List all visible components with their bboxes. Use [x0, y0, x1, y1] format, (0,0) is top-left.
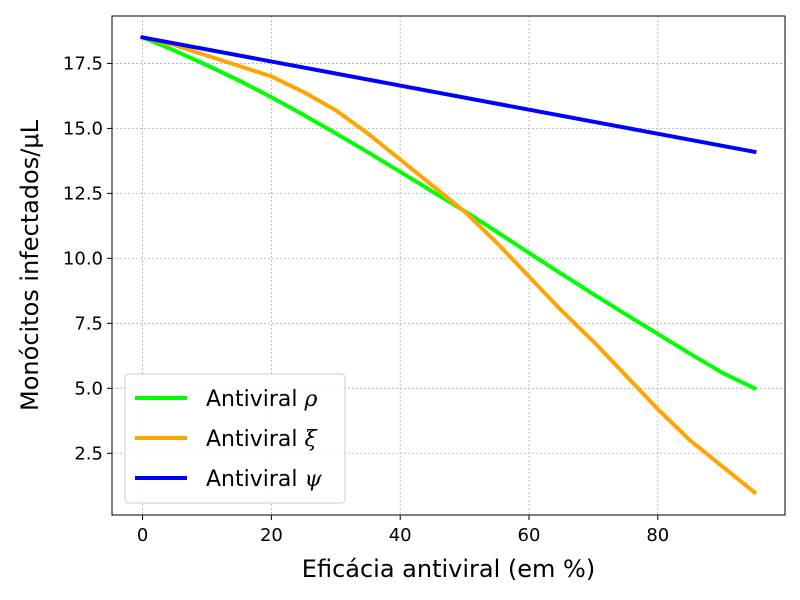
grid	[112, 16, 785, 515]
y-axis-title: Monócitos infectados/μL	[16, 119, 44, 411]
y-tick-label: 12.5	[63, 183, 103, 204]
x-tick-label: 20	[260, 525, 283, 546]
y-tick-label: 7.5	[74, 313, 103, 334]
y-tick-label: 17.5	[63, 53, 103, 74]
plot-frame	[111, 15, 786, 516]
x-tick-label: 40	[389, 525, 412, 546]
legend-box	[124, 373, 346, 504]
y-axis-ticks: 2.5 5.0 7.5 10.0 12.5 15.0 17.5	[63, 53, 112, 464]
x-tick-label: 60	[518, 525, 541, 546]
y-tick-label: 2.5	[74, 443, 103, 464]
series-line-3	[140, 35, 757, 155]
x-axis-title: Eficácia antiviral (em %)	[302, 555, 595, 583]
y-tick-label: 15.0	[63, 118, 103, 139]
legend-label: Antiviral ρ	[206, 387, 318, 412]
series-lines	[139, 34, 758, 496]
y-tick-label: 5.0	[74, 378, 103, 399]
series-line-2	[140, 35, 758, 496]
x-tick-label: 0	[137, 525, 148, 546]
series-line-1	[139, 34, 758, 391]
x-axis-ticks: 0 20 40 60 80	[137, 515, 669, 546]
legend-label: Antiviral ξ	[206, 427, 319, 452]
x-tick-label: 80	[646, 525, 669, 546]
legend-label: Antiviral ψ	[206, 467, 323, 492]
y-tick-label: 10.0	[63, 248, 103, 269]
legend: Antiviral ρ Antiviral ξ Antiviral ψ	[124, 373, 346, 504]
